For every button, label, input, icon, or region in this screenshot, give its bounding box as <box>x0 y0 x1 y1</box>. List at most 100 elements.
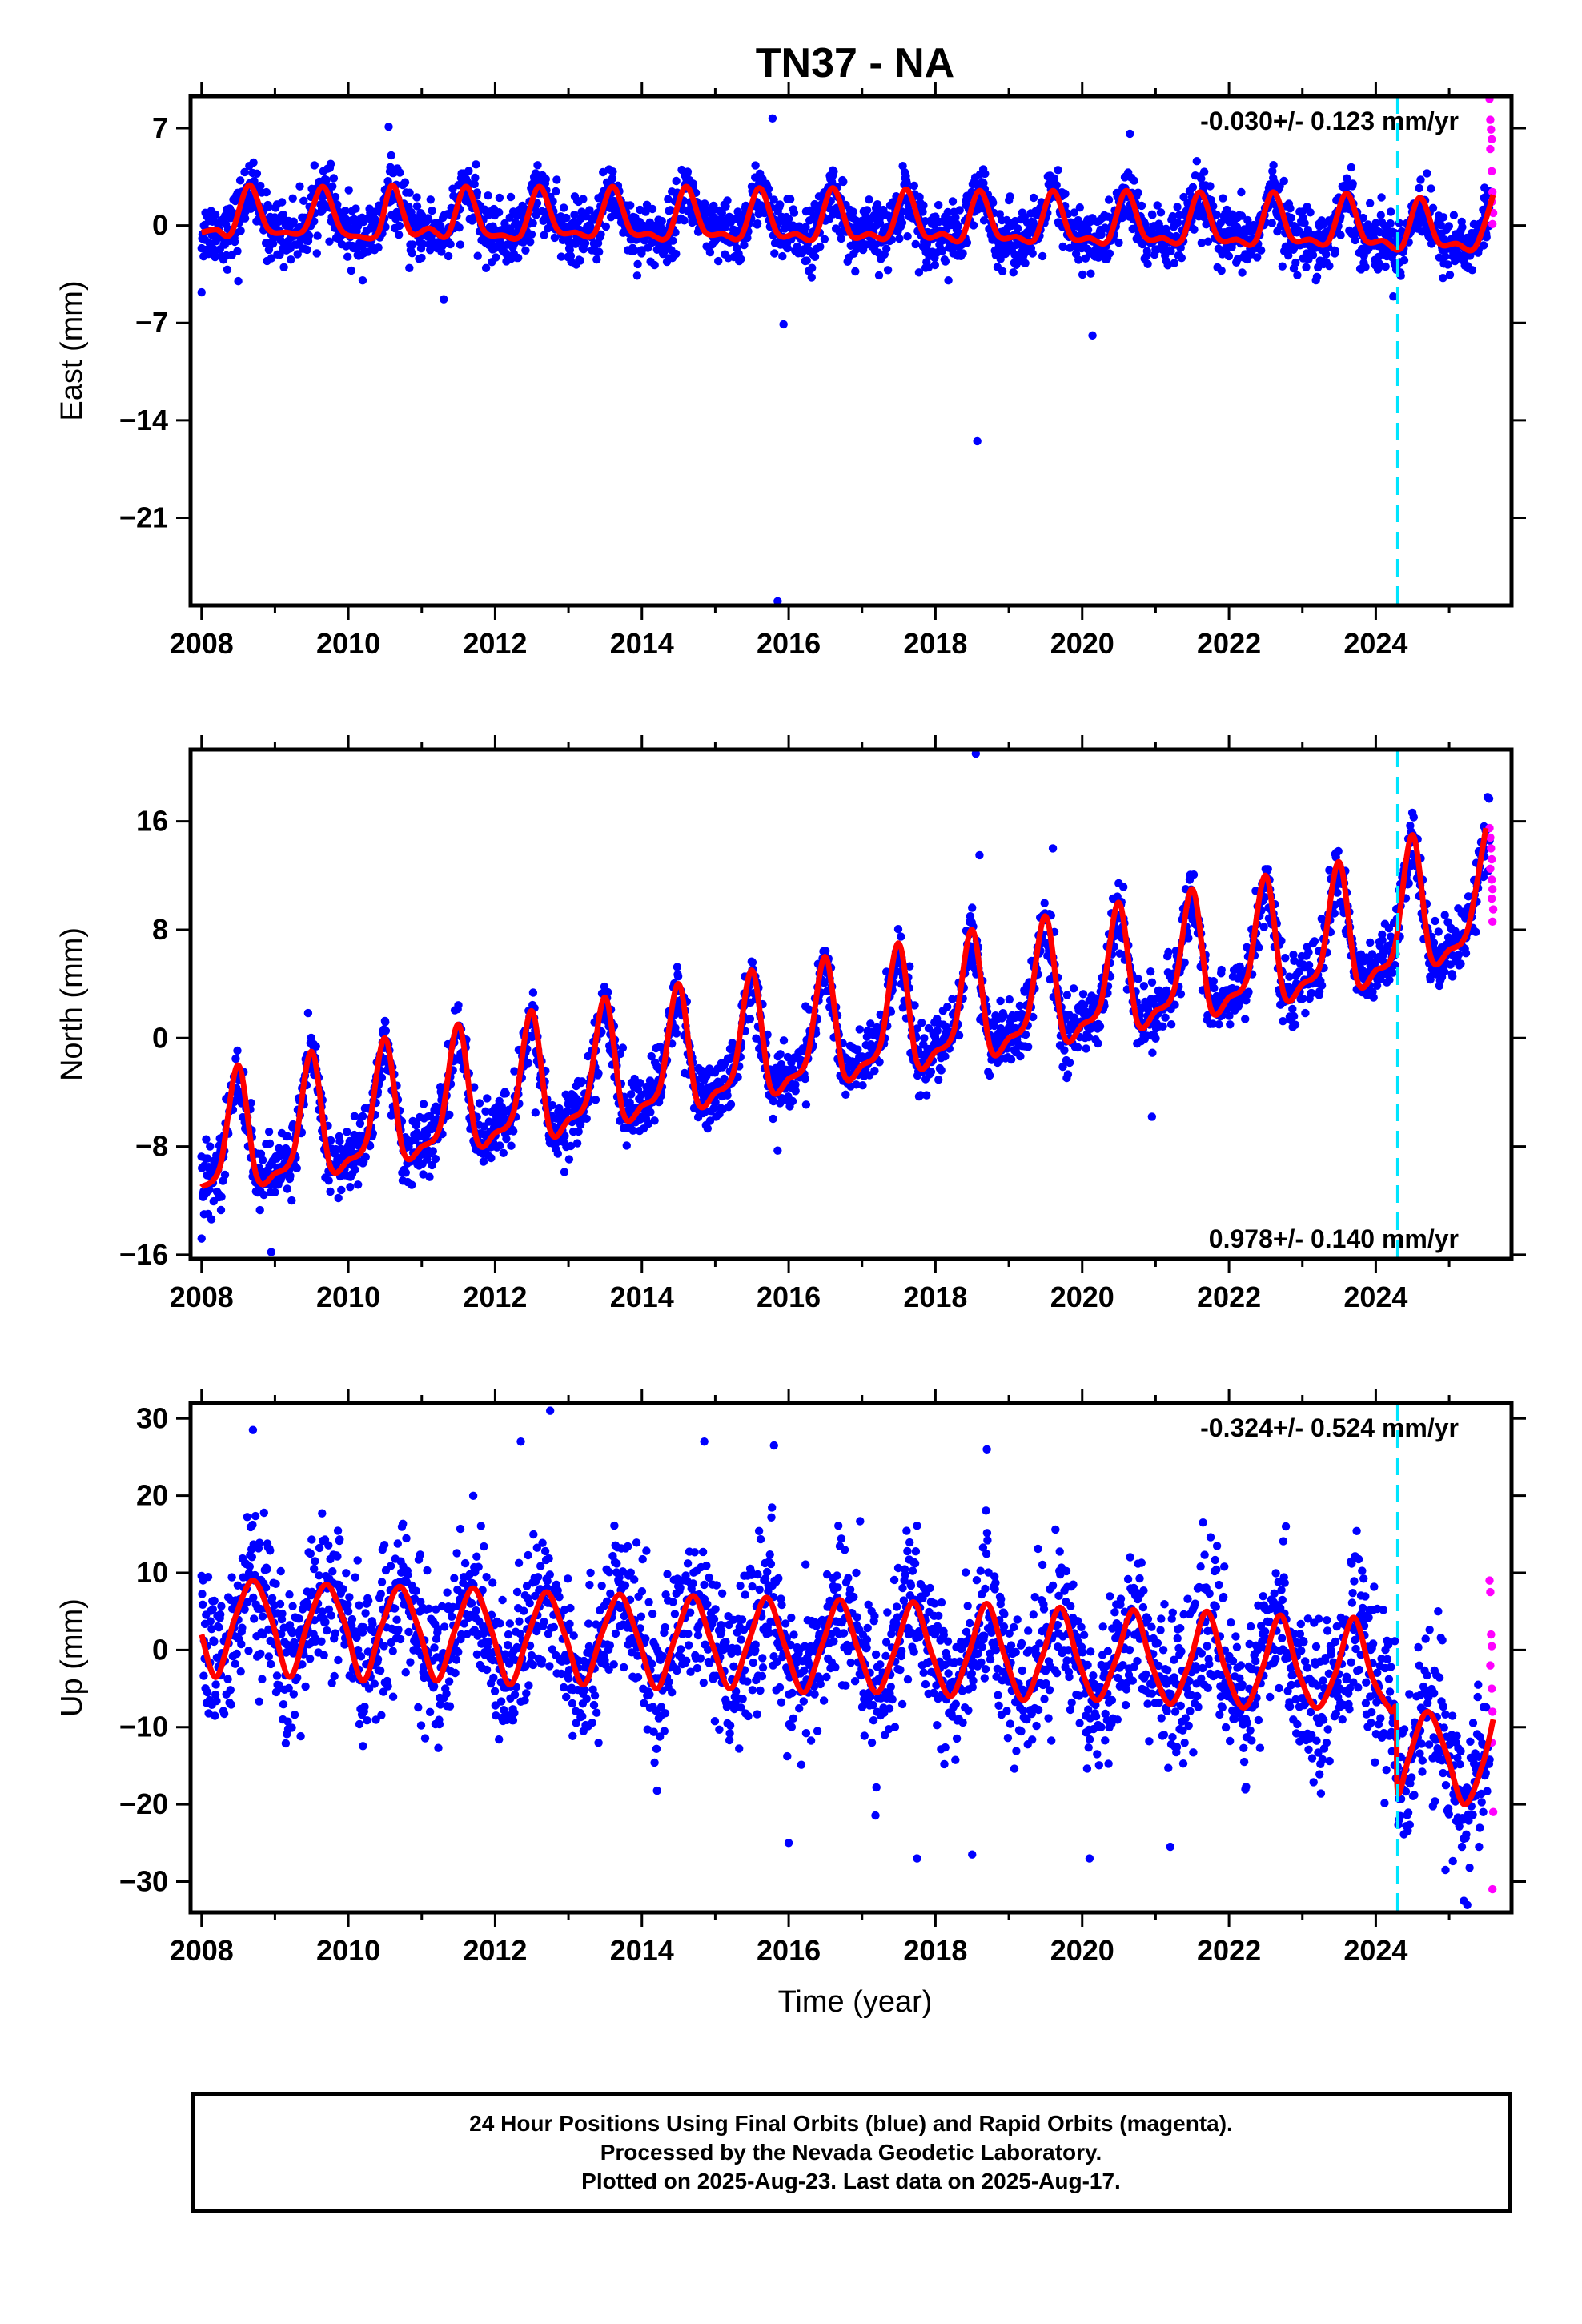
final-orbit-point <box>920 1034 929 1043</box>
final-orbit-point <box>648 204 657 214</box>
final-orbit-point <box>630 246 639 255</box>
final-orbit-point <box>807 273 816 282</box>
y-tick-label: 0 <box>152 209 168 242</box>
final-orbit-point <box>1253 253 1262 262</box>
final-orbit-point <box>808 263 817 272</box>
final-orbit-point <box>938 247 947 255</box>
final-orbit-point <box>1153 201 1162 210</box>
final-orbit-point <box>1377 193 1386 202</box>
final-orbit-point <box>496 1141 504 1150</box>
final-orbit-point <box>909 181 919 191</box>
final-orbit-point <box>874 271 884 280</box>
final-orbit-point <box>289 217 298 226</box>
final-orbit-point <box>231 237 239 247</box>
final-orbit-point <box>1287 213 1296 223</box>
final-orbit-point <box>479 1157 488 1166</box>
final-orbit-point <box>540 231 548 239</box>
final-orbit-point <box>646 1108 655 1117</box>
final-orbit-point <box>577 1077 587 1086</box>
final-orbit-point <box>801 1100 811 1109</box>
final-orbit-point <box>791 1087 800 1096</box>
final-orbit-point <box>207 1215 216 1224</box>
outlier-point <box>384 123 393 131</box>
final-orbit-point <box>852 244 861 254</box>
final-orbit-point <box>926 1068 936 1076</box>
final-orbit-point <box>914 268 924 277</box>
y-tick-label: 7 <box>152 111 168 144</box>
final-orbit-point <box>720 1074 729 1084</box>
final-orbit-point <box>271 1188 279 1197</box>
final-orbit-point <box>1189 870 1199 879</box>
final-orbit-point <box>835 227 845 237</box>
final-orbit-point <box>898 162 907 171</box>
final-orbit-point <box>249 158 258 167</box>
final-orbit-point <box>396 168 404 177</box>
final-orbit-point <box>937 1066 946 1075</box>
rapid-orbit-point <box>1488 219 1497 229</box>
final-orbit-point <box>552 187 560 196</box>
final-orbit-point <box>837 234 846 243</box>
final-orbit-point <box>1086 269 1095 278</box>
final-orbit-point <box>1134 188 1142 197</box>
final-orbit-point <box>532 199 542 207</box>
final-orbit-point <box>820 235 829 243</box>
final-orbit-point <box>1322 250 1331 259</box>
final-orbit-point <box>1161 1013 1170 1022</box>
final-orbit-point <box>1278 262 1287 271</box>
final-orbit-point <box>287 1196 296 1205</box>
outlier-point <box>773 597 782 605</box>
final-orbit-point <box>1009 268 1018 277</box>
final-orbit-point <box>1119 883 1128 891</box>
final-orbit-point <box>1288 1004 1297 1014</box>
final-orbit-point <box>647 1051 656 1061</box>
east-rate-label: -0.030+/- 0.123 mm/yr <box>1200 107 1459 135</box>
final-orbit-point <box>231 1054 240 1063</box>
final-orbit-point <box>632 271 642 280</box>
final-orbit-point <box>326 1136 335 1145</box>
final-orbit-point <box>1310 937 1319 946</box>
final-orbit-point <box>334 1193 343 1203</box>
final-orbit-point <box>1148 1048 1157 1057</box>
final-orbit-point <box>495 208 504 217</box>
final-orbit-point <box>1381 262 1390 271</box>
final-orbit-point <box>335 1136 344 1146</box>
final-orbit-point <box>1177 254 1186 263</box>
final-orbit-point <box>753 219 762 228</box>
final-orbit-point <box>1436 220 1446 230</box>
final-orbit-point <box>1293 271 1302 279</box>
final-orbit-point <box>419 1100 428 1108</box>
final-orbit-point <box>582 1114 591 1124</box>
final-orbit-point <box>954 222 963 231</box>
x-tick-label: 2016 <box>757 627 821 660</box>
final-orbit-point <box>672 1029 681 1038</box>
final-orbit-point <box>1376 211 1386 219</box>
final-orbit-point <box>1387 207 1395 216</box>
final-orbit-point <box>1291 258 1300 267</box>
east-plot-area <box>197 96 1498 605</box>
final-orbit-point <box>408 240 417 249</box>
final-orbit-point <box>1441 252 1450 261</box>
final-orbit-point <box>580 239 590 247</box>
final-orbit-point <box>343 252 352 261</box>
final-orbit-point <box>769 1114 777 1124</box>
final-orbit-point <box>472 188 482 197</box>
final-orbit-point <box>506 192 516 202</box>
final-orbit-point <box>475 1099 484 1108</box>
final-orbit-point <box>855 1025 865 1034</box>
final-orbit-point <box>572 1139 582 1148</box>
final-orbit-point <box>996 996 1005 1006</box>
final-orbit-point <box>355 1119 365 1128</box>
final-orbit-point <box>454 1001 463 1010</box>
north-plot-area <box>197 750 1498 1259</box>
final-orbit-point <box>723 1091 732 1100</box>
final-orbit-point <box>958 249 967 258</box>
final-orbit-point <box>1269 161 1278 170</box>
final-orbit-point <box>1005 995 1014 1004</box>
final-orbit-point <box>419 1170 428 1179</box>
final-orbit-point <box>585 206 594 215</box>
final-orbit-point <box>304 231 314 240</box>
final-orbit-point <box>381 1027 391 1035</box>
final-orbit-point <box>917 1019 926 1027</box>
east-panel: 2008 2010 2012 2014 2016 2018 2020 2022 202470−7… <box>55 82 1526 660</box>
